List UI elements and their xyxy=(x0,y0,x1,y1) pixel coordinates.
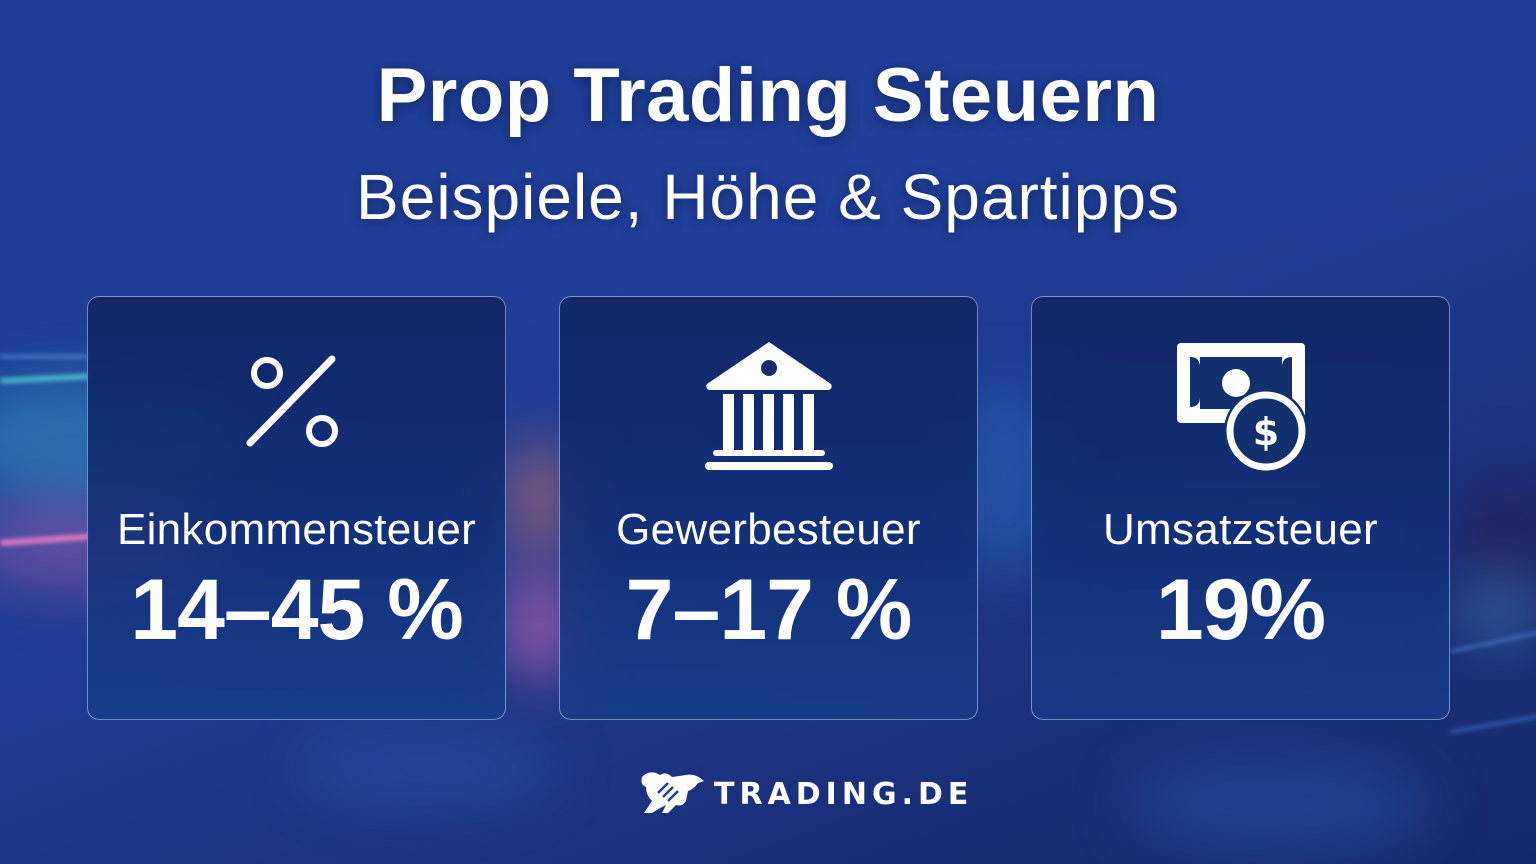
tax-card-gewerbesteuer: Gewerbesteuer 7–17 % xyxy=(559,296,978,720)
tax-rate-value: 7–17 % xyxy=(625,562,913,658)
bank-building-icon xyxy=(699,339,839,473)
tax-card-umsatzsteuer: $ Umsatzsteuer 19% xyxy=(1031,296,1450,720)
tax-label: Einkommensteuer xyxy=(116,505,477,554)
page-title: Prop Trading Steuern xyxy=(376,53,1160,138)
percent-icon xyxy=(227,339,367,473)
svg-text:$: $ xyxy=(1252,410,1278,454)
bull-icon xyxy=(638,767,708,822)
tax-rate-value: 19% xyxy=(1155,562,1326,658)
page-subtitle: Beispiele, Höhe & Spartipps xyxy=(356,161,1180,233)
money-dollar-coin-icon: $ xyxy=(1171,339,1311,473)
logo-text: TRADING.DE xyxy=(714,776,974,812)
brand-logo: TRADING.DE xyxy=(638,768,973,820)
tax-label: Gewerbesteuer xyxy=(616,505,921,554)
tax-card-einkommensteuer: Einkommensteuer 14–45 % xyxy=(87,296,506,720)
tax-rate-value: 14–45 % xyxy=(130,562,464,658)
tax-label: Umsatzsteuer xyxy=(1102,505,1378,554)
